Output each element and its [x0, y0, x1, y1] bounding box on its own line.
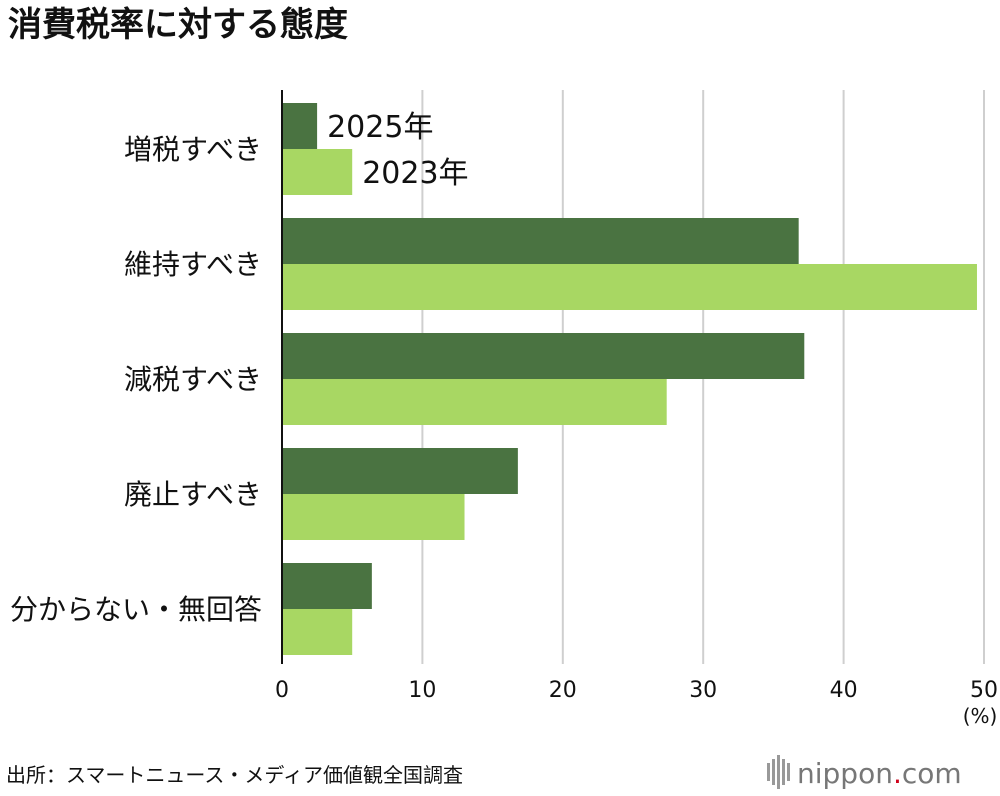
- bar-series1: [282, 563, 372, 609]
- bar-series2: [282, 609, 353, 655]
- category-label: 分からない・無回答: [10, 593, 262, 626]
- brand-name: nippon: [797, 757, 893, 790]
- source-note: 出所：スマートニュース・メディア価値観全国調査: [6, 763, 463, 787]
- x-tick-label: 40: [830, 678, 858, 703]
- x-tick-labels: 0 10 20 30 40 50: [275, 678, 998, 703]
- legend: 2025年 2023年: [327, 110, 468, 191]
- legend-label: 2023年: [362, 156, 468, 191]
- category-label: 減税すべき: [124, 363, 262, 396]
- legend-label: 2025年: [327, 110, 433, 145]
- x-tick-label: 10: [408, 678, 436, 703]
- chart-title: 消費税率に対する態度: [8, 5, 348, 45]
- nippon-logo: nippon.com: [767, 755, 962, 790]
- bars: [282, 103, 977, 655]
- bar-series1: [282, 448, 518, 494]
- x-tick-label: 50: [970, 678, 998, 703]
- x-tick-label: 30: [689, 678, 717, 703]
- x-axis-unit: (%): [963, 704, 998, 728]
- bar-series2: [282, 149, 353, 195]
- bar-series2: [282, 379, 667, 425]
- x-tick-label: 0: [275, 678, 289, 703]
- bar-series1: [282, 103, 318, 149]
- bar-series1: [282, 333, 805, 379]
- bar-series1: [282, 218, 799, 264]
- category-label: 増税すべき: [124, 133, 262, 166]
- brand-wordmark: nippon.com: [797, 757, 962, 790]
- x-tick-label: 20: [549, 678, 577, 703]
- category-label: 維持すべき: [124, 248, 262, 281]
- brand-tld: com: [902, 757, 962, 790]
- bar-series2: [282, 264, 977, 310]
- category-label: 廃止すべき: [124, 478, 262, 511]
- brand-dot: .: [893, 757, 902, 790]
- bar-series2: [282, 494, 465, 540]
- logo-mark-icon: [767, 755, 790, 789]
